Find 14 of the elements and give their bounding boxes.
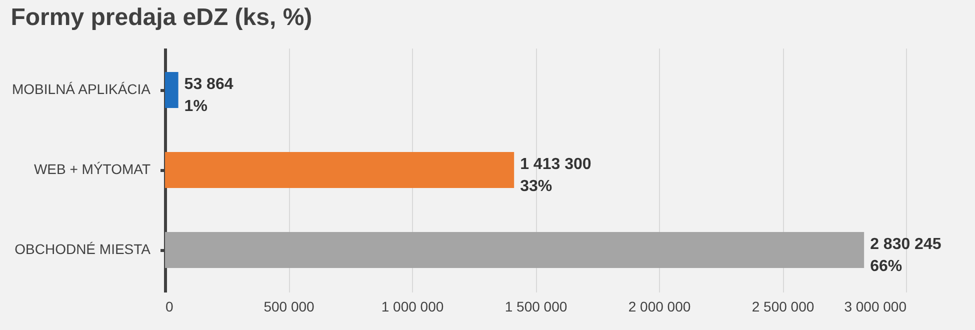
data-label: 2 830 245 66% — [870, 236, 942, 275]
y-tick-label: WEB + MÝTOMAT — [34, 161, 151, 177]
x-tick-label: 0 — [166, 298, 174, 314]
x-tick-label: 500 000 — [264, 298, 315, 314]
x-tick-label: 2 000 000 — [628, 298, 691, 314]
x-tick-label: 1 000 000 — [381, 298, 444, 314]
y-tick-label: MOBILNÁ APLIKÁCIA — [12, 81, 152, 97]
chart-title: Formy predaja eDZ (ks, %) — [10, 4, 312, 31]
data-label: 1 413 300 33% — [520, 156, 592, 195]
y-tick-label: OBCHODNÉ MIESTA — [14, 241, 152, 257]
x-tick-label: 2 500 000 — [752, 298, 814, 314]
x-tick-label: 1 500 000 — [504, 298, 568, 314]
x-tick-label: 3 000 000 — [844, 298, 907, 314]
data-label: 53 864 1% — [184, 76, 234, 115]
